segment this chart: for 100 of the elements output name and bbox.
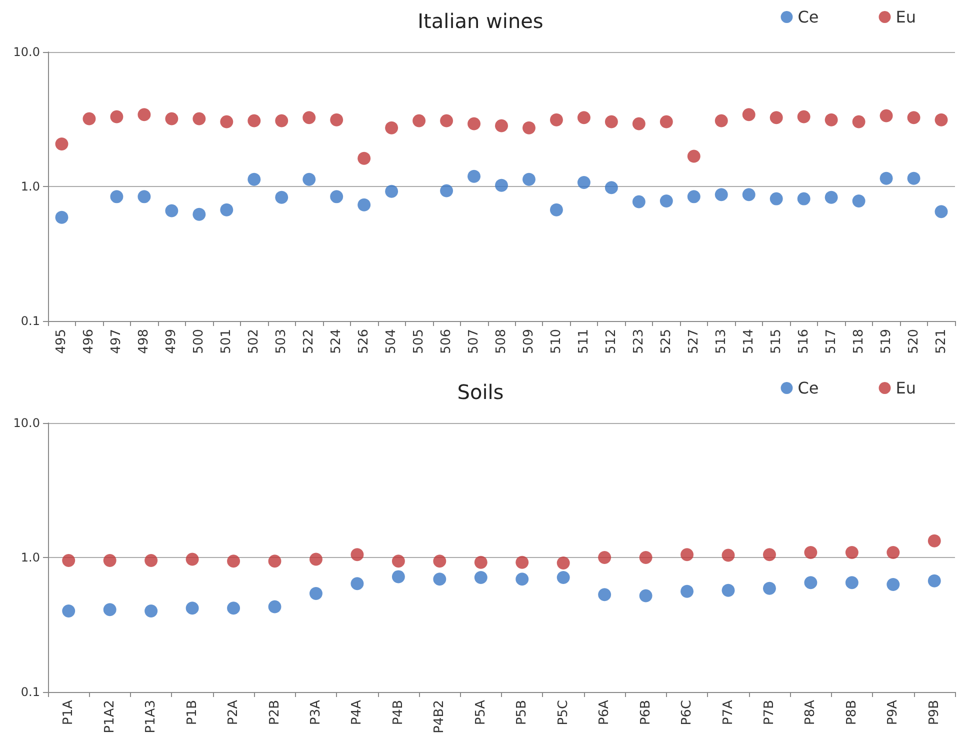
- point: [62, 604, 76, 618]
- x-tick-label: P7A: [720, 700, 736, 726]
- y-tick-label: 0.1: [20, 685, 40, 699]
- point: [385, 184, 398, 198]
- point: [845, 546, 858, 559]
- x-tick-label: P9B: [926, 700, 942, 726]
- point: [392, 554, 405, 568]
- x-tick-label: P9A: [886, 700, 901, 726]
- point: [220, 203, 234, 216]
- point: [103, 603, 116, 616]
- point: [522, 172, 536, 186]
- y-tick-label: 10.0: [13, 45, 40, 59]
- point: [934, 205, 948, 218]
- x-tick-label: P6A: [597, 700, 612, 726]
- point: [138, 108, 151, 122]
- x-tick-label: 502: [246, 329, 262, 354]
- point: [495, 119, 508, 132]
- x-tick-label: P7B: [762, 700, 777, 726]
- point: [714, 188, 728, 202]
- point: [385, 121, 398, 134]
- point: [275, 114, 288, 128]
- x-tick-label: 523: [631, 329, 646, 354]
- x-tick-label: 524: [329, 329, 344, 354]
- point: [186, 552, 199, 566]
- x-tick-label: 504: [384, 329, 400, 354]
- x-tick-label: P2A: [226, 700, 242, 726]
- point: [680, 584, 694, 598]
- x-tick-label: 501: [219, 329, 234, 354]
- point: [138, 190, 151, 204]
- x-tick-label: P8A: [803, 700, 818, 726]
- point: [907, 172, 920, 185]
- point: [852, 115, 866, 128]
- point: [330, 190, 344, 204]
- x-tick-label: 505: [412, 329, 427, 354]
- point: [144, 604, 158, 618]
- x-tick-label: 515: [768, 329, 784, 354]
- x-tick-label: 518: [851, 329, 866, 354]
- x-tick-label: P8B: [844, 700, 860, 726]
- y-tick-label: 0.1: [20, 314, 40, 328]
- point: [227, 554, 240, 568]
- x-tick-label: P2B: [267, 700, 282, 726]
- point: [639, 551, 652, 564]
- x-tick-label: 520: [906, 329, 922, 354]
- x-tick-label: 526: [356, 329, 372, 354]
- point: [392, 570, 405, 584]
- point: [880, 109, 893, 122]
- point: [577, 176, 590, 190]
- point: [770, 192, 783, 206]
- x-tick-label: 508: [494, 329, 509, 354]
- point: [604, 115, 618, 128]
- point: [762, 582, 776, 595]
- point: [302, 172, 316, 186]
- point: [687, 190, 700, 204]
- point: [165, 204, 178, 218]
- point: [886, 578, 900, 591]
- x-tick-label: P5C: [556, 700, 571, 726]
- x-tick-label: 525: [658, 329, 674, 354]
- point: [468, 117, 481, 130]
- point: [192, 208, 206, 221]
- point: [804, 546, 818, 559]
- point: [516, 556, 529, 569]
- point: [577, 111, 590, 124]
- point: [880, 172, 893, 185]
- x-tick-label: 499: [164, 329, 180, 354]
- x-tick-label: P6C: [680, 700, 695, 726]
- point: [468, 170, 481, 183]
- point: [824, 190, 838, 204]
- point: [742, 188, 756, 202]
- point: [907, 111, 920, 124]
- x-tick-label: 510: [548, 329, 564, 354]
- point: [556, 571, 570, 584]
- point: [110, 190, 124, 204]
- point: [268, 600, 282, 614]
- point: [680, 548, 694, 562]
- point: [770, 111, 783, 124]
- y-tick-label: 10.0: [13, 416, 40, 430]
- point: [804, 576, 818, 590]
- point: [268, 554, 282, 568]
- chart-title: Italian wines: [418, 9, 544, 33]
- point: [165, 112, 178, 126]
- point: [55, 138, 68, 150]
- point: [474, 571, 488, 584]
- point: [928, 534, 941, 548]
- point: [440, 184, 454, 198]
- point: [797, 192, 810, 206]
- x-tick-label: 496: [82, 329, 97, 354]
- legend-label: Eu: [896, 378, 916, 398]
- point: [824, 113, 838, 126]
- x-tick-label: 503: [274, 329, 290, 354]
- point: [660, 194, 673, 208]
- x-tick-label: P6B: [638, 700, 654, 726]
- point: [248, 172, 261, 186]
- point: [722, 548, 735, 562]
- point: [412, 114, 426, 128]
- point: [722, 584, 735, 597]
- x-tick-label: P4B2: [432, 700, 448, 734]
- point: [522, 121, 536, 134]
- point: [660, 115, 673, 128]
- point: [358, 152, 371, 165]
- x-tick-label: P1B: [184, 700, 200, 726]
